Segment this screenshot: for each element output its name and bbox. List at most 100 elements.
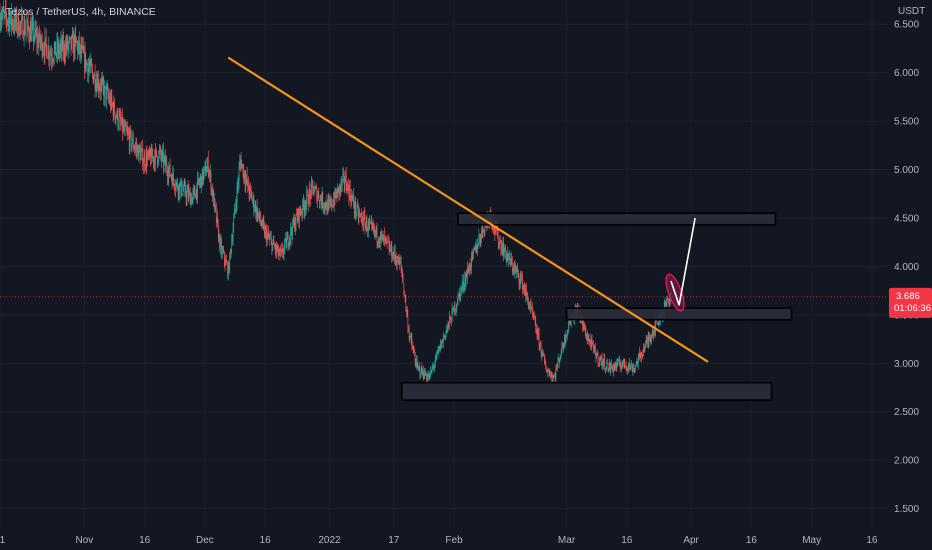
candle-body	[240, 159, 241, 163]
candle-body	[483, 230, 485, 234]
candle-body	[26, 25, 28, 29]
candle-body	[517, 269, 518, 271]
candle-body	[402, 272, 403, 279]
candle-body	[271, 239, 273, 251]
candle-body	[31, 25, 33, 29]
candle-body	[669, 299, 670, 306]
candle-body	[256, 206, 258, 219]
candle-body	[599, 358, 601, 362]
candle-body	[561, 343, 563, 354]
candle-body	[501, 246, 503, 254]
candle-body	[302, 199, 303, 214]
candle-body	[323, 206, 325, 208]
candle-body	[599, 361, 600, 364]
candle-body	[67, 39, 68, 49]
candle-body	[370, 222, 371, 224]
candle-body	[209, 173, 210, 175]
candle-body	[388, 242, 390, 251]
candle-body	[499, 240, 500, 244]
candle-body	[72, 35, 74, 53]
candle-body	[218, 223, 219, 240]
candle-body	[30, 27, 32, 41]
candle-body	[377, 241, 379, 243]
candle-body	[330, 199, 332, 204]
candle-body	[82, 46, 83, 48]
candle-body	[415, 361, 417, 367]
candle-body	[273, 240, 275, 246]
candle-body	[502, 243, 504, 254]
candle-body	[165, 156, 166, 166]
candle-body	[414, 351, 415, 356]
candle-body	[465, 274, 467, 284]
candle-body	[665, 302, 666, 304]
candle-body	[207, 159, 208, 167]
candle-body	[201, 169, 203, 187]
candle-body	[564, 335, 566, 342]
candle-body	[44, 37, 46, 55]
candle-body	[353, 196, 354, 206]
candle-body	[175, 183, 177, 189]
candle-body	[645, 341, 646, 348]
time-axis[interactable]	[0, 528, 932, 550]
candle-body	[505, 253, 507, 261]
candle-body	[158, 152, 160, 163]
candle-body	[21, 17, 22, 24]
candle-body	[465, 278, 466, 284]
candle-body	[549, 372, 551, 376]
candle-body	[296, 213, 297, 216]
candle-body	[124, 126, 125, 131]
candle-body	[52, 60, 54, 62]
candle-body	[57, 44, 59, 53]
candle-body	[99, 88, 101, 90]
candle-body	[244, 179, 246, 185]
candle-body	[84, 52, 86, 69]
candle-body	[170, 175, 172, 177]
candle-body	[341, 179, 343, 186]
candle-body	[259, 211, 261, 220]
candle-body	[482, 225, 484, 232]
candle-body	[430, 370, 432, 373]
candle-body	[498, 243, 500, 246]
candle-body	[469, 263, 470, 274]
candle-body	[97, 78, 99, 91]
candle-body	[319, 196, 321, 204]
candle-body	[522, 285, 524, 289]
candle-body	[185, 194, 187, 199]
candle-body	[464, 278, 466, 287]
candle-body	[141, 149, 143, 151]
candle-body	[64, 54, 66, 57]
candle-body	[193, 188, 195, 191]
candle-body	[471, 254, 472, 268]
candle-body	[321, 193, 323, 205]
candle-body	[643, 347, 645, 352]
candle-body	[657, 322, 658, 325]
candle-body	[241, 164, 243, 169]
candle-body	[404, 293, 405, 297]
candle-body	[584, 329, 585, 331]
candle-body	[341, 181, 342, 186]
candle-body	[418, 366, 419, 368]
candle-body	[295, 224, 296, 230]
candle-body	[376, 227, 377, 234]
candle-body	[131, 143, 133, 147]
candle-body	[617, 361, 618, 366]
price-axis[interactable]	[888, 0, 932, 550]
candle-body	[568, 323, 570, 325]
candle-body	[45, 37, 47, 46]
candle-body	[644, 347, 646, 352]
candle-body	[272, 240, 274, 244]
candle-body	[609, 363, 611, 372]
candle-body	[89, 66, 91, 68]
last-price-value: 3.686	[896, 291, 920, 302]
candle-body	[582, 321, 584, 327]
candle-body	[80, 45, 81, 53]
candle-body	[532, 313, 534, 315]
candle-body	[366, 219, 367, 225]
zone-rectangles[interactable]	[401, 212, 793, 401]
candle-body	[516, 270, 518, 271]
candle-body	[510, 258, 512, 266]
candle-body	[246, 175, 248, 184]
candle-body	[305, 202, 307, 209]
drawings[interactable]	[227, 57, 709, 363]
